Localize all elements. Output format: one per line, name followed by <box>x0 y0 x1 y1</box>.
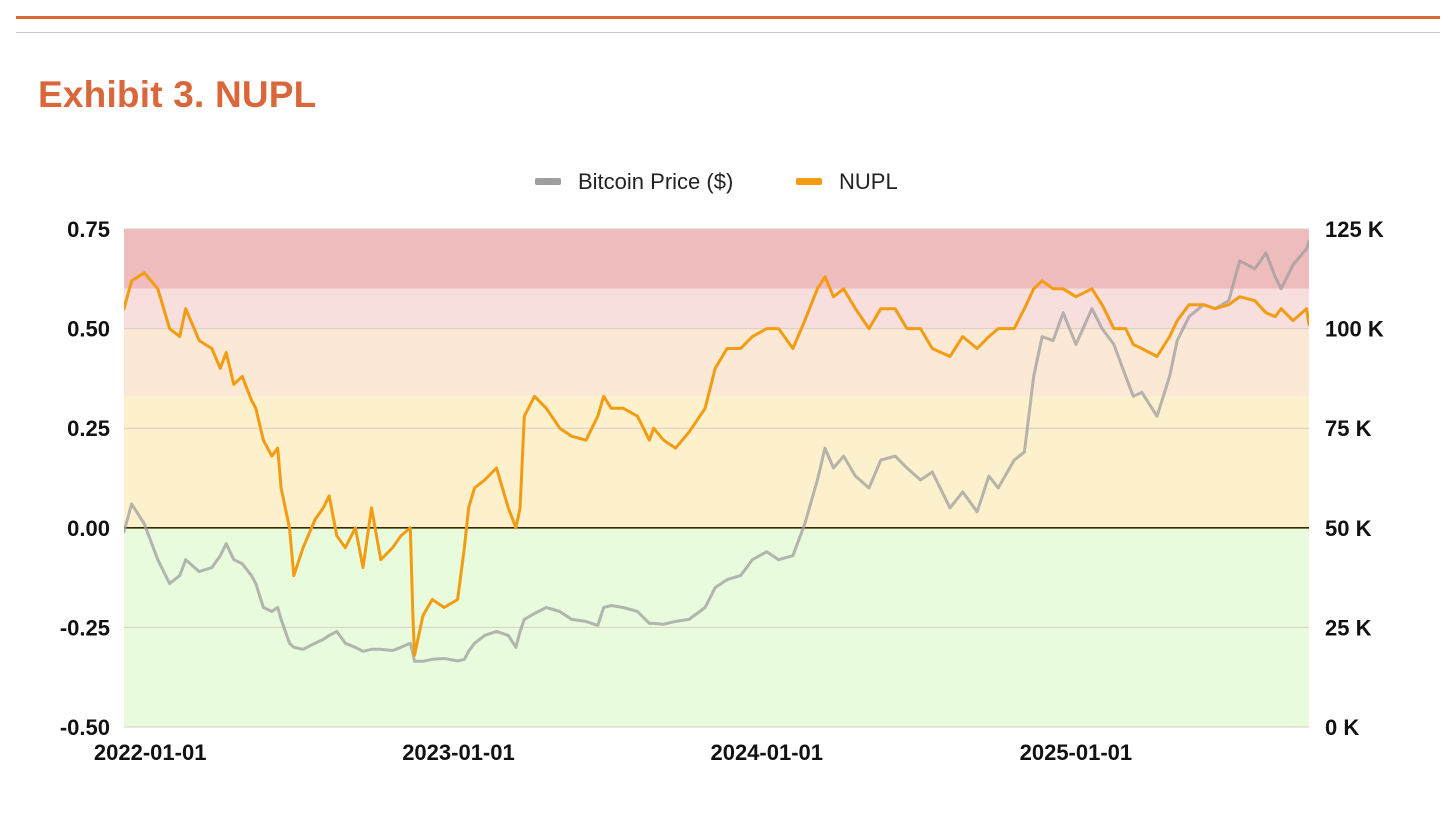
left-tick-label: 0.00 <box>67 516 110 541</box>
legend-label-bitcoin-price: Bitcoin Price ($) <box>578 169 733 194</box>
header-divider <box>16 32 1440 33</box>
right-tick-label: 50 K <box>1325 516 1372 541</box>
x-tick-label: 2025-01-01 <box>1020 740 1133 765</box>
nupl-line <box>124 271 1309 657</box>
x-axis-ticks: 2022-01-01 2023-01-01 2024-01-01 2025-01-01 <box>94 740 1132 765</box>
x-tick-label: 2023-01-01 <box>402 740 515 765</box>
x-tick-label: 2022-01-01 <box>94 740 207 765</box>
gridlines <box>124 228 1309 728</box>
x-tick-label: 2024-01-01 <box>710 740 823 765</box>
left-tick-label: -0.50 <box>60 715 110 740</box>
top-accent-rule <box>16 16 1440 19</box>
legend-swatch-bitcoin-price <box>535 178 561 185</box>
zone-band-3 <box>124 396 1309 528</box>
legend: Bitcoin Price ($) NUPL <box>535 169 898 194</box>
right-tick-label: 0 K <box>1325 715 1359 740</box>
zone-band-0 <box>124 229 1309 289</box>
sentiment-zones <box>124 229 1309 727</box>
left-axis-ticks: 0.75 0.50 0.25 0.00 -0.25 -0.50 <box>60 217 110 740</box>
right-tick-label: 125 K <box>1325 217 1384 242</box>
left-tick-label: 0.75 <box>67 217 110 242</box>
right-axis-ticks: 125 K 100 K 75 K 50 K 25 K 0 K <box>1325 217 1384 740</box>
bitcoin-price-line <box>124 239 1309 663</box>
right-tick-label: 25 K <box>1325 615 1372 640</box>
exhibit-title: Exhibit 3. NUPL <box>38 74 317 115</box>
legend-label-nupl: NUPL <box>839 169 898 194</box>
left-tick-label: 0.25 <box>67 416 110 441</box>
right-tick-label: 100 K <box>1325 317 1384 342</box>
left-tick-label: 0.50 <box>67 317 110 342</box>
left-tick-label: -0.25 <box>60 615 110 640</box>
right-tick-label: 75 K <box>1325 416 1372 441</box>
legend-swatch-nupl <box>796 178 822 185</box>
zone-band-1 <box>124 288 1309 329</box>
series-layer <box>124 239 1309 663</box>
